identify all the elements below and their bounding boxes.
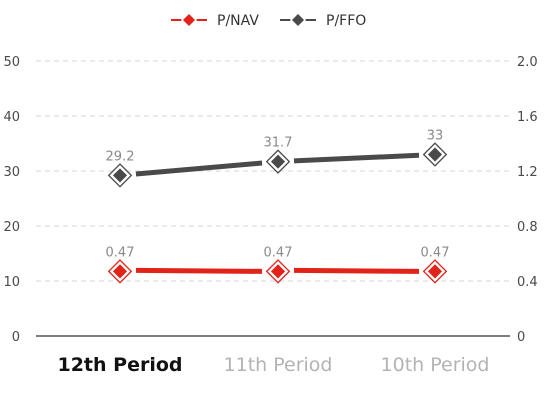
series-pnav: 0.47 0.47 0.47 bbox=[106, 245, 450, 284]
y-right-tick-label: 2.0 bbox=[517, 55, 538, 70]
data-label: 0.47 bbox=[106, 245, 135, 260]
y-left-tick-label: 0 bbox=[12, 330, 20, 345]
data-label: 0.47 bbox=[421, 245, 450, 260]
data-label: 0.47 bbox=[264, 245, 293, 260]
data-label: 31.7 bbox=[264, 136, 293, 151]
x-axis: 12th Period 11th Period 10th Period bbox=[36, 335, 510, 376]
y-left-tick-label: 10 bbox=[3, 275, 20, 290]
legend: P/NAV P/FFO bbox=[171, 11, 366, 29]
x-tick-label[interactable]: 11th Period bbox=[224, 354, 333, 376]
data-label: 33 bbox=[427, 129, 444, 144]
data-point[interactable] bbox=[270, 264, 286, 279]
y-right-tick-label: 1.2 bbox=[517, 165, 538, 180]
series-layer: 29.2 31.7 33 0.47 0.47 0.47 bbox=[106, 129, 450, 284]
y-axis-left: 0 10 20 30 40 50 bbox=[3, 55, 20, 345]
legend-item-pnav[interactable]: P/NAV bbox=[171, 11, 259, 29]
data-point[interactable] bbox=[427, 147, 443, 162]
legend-label-pnav: P/NAV bbox=[217, 13, 259, 29]
series-line-segment bbox=[293, 152, 420, 164]
y-right-tick-label: 1.6 bbox=[517, 110, 538, 125]
y-left-tick-label: 20 bbox=[3, 220, 20, 235]
series-line-segment bbox=[293, 267, 420, 274]
y-right-tick-label: 0 bbox=[517, 330, 525, 345]
y-left-tick-label: 30 bbox=[3, 165, 20, 180]
y-axis-right: 0 0.4 0.8 1.2 1.6 2.0 bbox=[517, 55, 538, 345]
y-left-tick-label: 50 bbox=[3, 55, 20, 70]
data-point[interactable] bbox=[427, 264, 443, 279]
y-right-tick-label: 0.8 bbox=[517, 220, 538, 235]
gridlines bbox=[36, 60, 510, 282]
series-pffo: 29.2 31.7 33 bbox=[106, 129, 448, 188]
series-line-segment bbox=[135, 267, 263, 274]
legend-label-pffo: P/FFO bbox=[326, 13, 366, 29]
legend-marker-pffo bbox=[289, 11, 307, 29]
x-tick-label[interactable]: 12th Period bbox=[57, 354, 182, 376]
x-tick-label[interactable]: 10th Period bbox=[381, 354, 490, 376]
legend-marker-pnav bbox=[180, 11, 198, 29]
data-point[interactable] bbox=[270, 154, 286, 169]
series-line-segment bbox=[135, 160, 263, 177]
data-label: 29.2 bbox=[106, 149, 135, 164]
y-right-tick-label: 0.4 bbox=[517, 275, 538, 290]
legend-item-pffo[interactable]: P/FFO bbox=[280, 11, 366, 29]
y-left-tick-label: 40 bbox=[3, 110, 20, 125]
data-point[interactable] bbox=[112, 264, 128, 279]
